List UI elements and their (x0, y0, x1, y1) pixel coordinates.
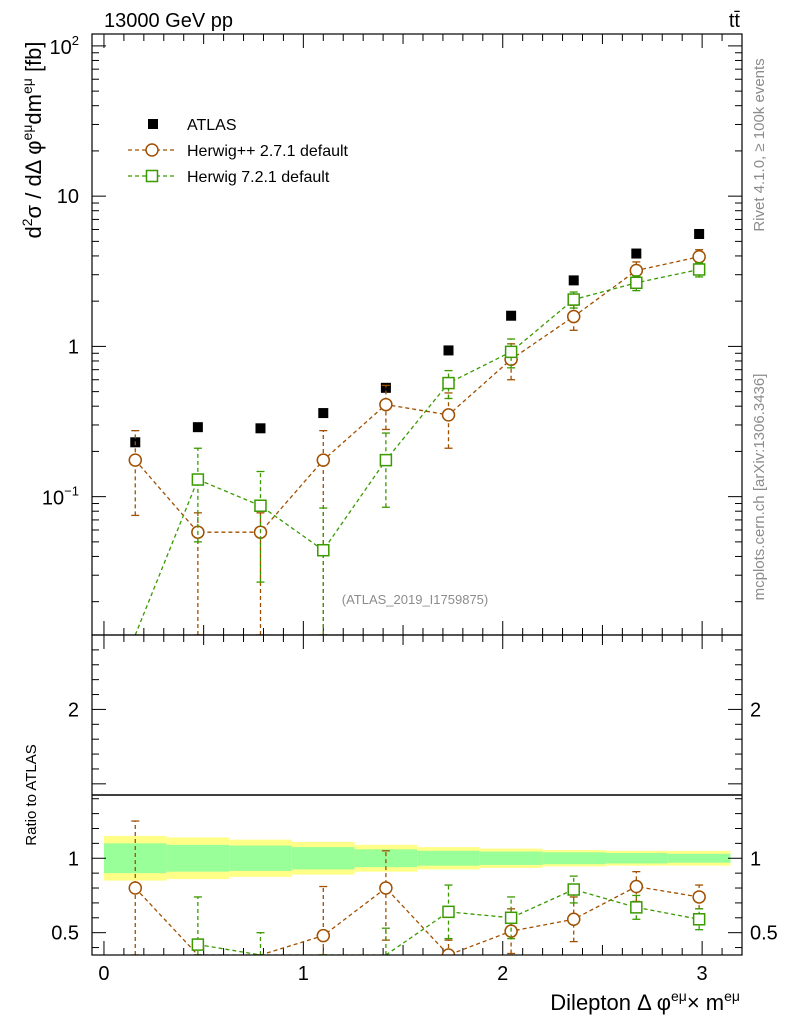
herwig7-series-group (134, 262, 706, 635)
stat-uncertainty-band (229, 845, 292, 871)
mcplots-label: mcplots.cern.ch [arXiv:1306.3436] (751, 374, 768, 601)
atlas-point (694, 228, 705, 239)
ratio-herwig7-point (630, 901, 643, 914)
main-panel-axes: 10−1 1 10 102 (42, 33, 743, 635)
legend-label-herwig7: Herwig 7.2.1 default (187, 169, 330, 186)
ratio-series (128, 820, 706, 955)
legend-label-herwigpp: Herwig++ 2.7.1 default (187, 143, 349, 160)
rivet-version-label: Rivet 4.1.0, ≥ 100k events (751, 58, 768, 231)
y-tick-label: 10 (57, 186, 79, 208)
herwigpp-point (128, 453, 143, 467)
x-tick-label: 1 (298, 963, 309, 985)
x-axis-title: Dilepton Δ φeμ× meμ (550, 988, 740, 1015)
stat-uncertainty-band (667, 853, 731, 863)
atlas-point (506, 310, 517, 321)
ratio-herwig7-point (442, 905, 455, 919)
herwigpp-point (629, 263, 644, 278)
y-tick-label: 2 (68, 699, 79, 721)
y-tick-label: 102 (50, 33, 79, 59)
beam-label: 13000 GeV pp (104, 10, 233, 32)
y-tick-label: 0.5 (51, 923, 79, 945)
y-tick-label-right: 2 (750, 699, 761, 721)
ratio-y-axis-title: Ratio to ATLAS (23, 744, 40, 845)
main-series (128, 228, 706, 635)
ratio-herwigpp-point (316, 928, 331, 943)
stat-uncertainty-band (605, 853, 668, 864)
atlas-point (568, 275, 579, 286)
herwig7-point (379, 453, 393, 467)
ratio-herwigpp-line (134, 885, 700, 955)
y-tick-label: 10−1 (42, 484, 79, 510)
herwig7-point (630, 276, 643, 290)
stat-uncertainty-band (479, 851, 543, 865)
atlas-point (380, 382, 391, 393)
herwigpp-point (441, 408, 456, 422)
y-tick-label-right: 0.5 (750, 923, 778, 945)
main-y-axis-title: d2σ / dΔ φeμdmeμ [fb] (19, 41, 46, 238)
atlas-point (631, 248, 642, 259)
ratio-herwig7-point (692, 913, 706, 926)
herwigpp-point (692, 250, 706, 264)
x-tick-label: 3 (697, 963, 708, 985)
legend-label-atlas: ATLAS (187, 117, 237, 134)
atlas-point (255, 423, 266, 434)
herwigpp-line (134, 256, 700, 533)
herwig7-point (254, 499, 267, 512)
legend-marker-herwigpp (145, 143, 159, 157)
stat-uncertainty-band (417, 850, 480, 866)
herwig7-line (134, 268, 700, 635)
y-tick-label: 1 (68, 336, 79, 358)
x-tick-label: 2 (497, 963, 508, 985)
ratio-uncertainty-bands (103, 835, 731, 881)
ratio-herwigpp-point (692, 890, 706, 904)
ratio-herwig7-point (504, 911, 518, 925)
herwig7-point (504, 345, 518, 359)
x-tick-label: 0 (98, 963, 109, 985)
herwig7-point (191, 473, 205, 486)
ratio-panel-frame (91, 634, 743, 956)
ratio-panel-axes: 0.5 0.5 1 1 2 2 0 1 2 3 (51, 635, 778, 985)
legend-marker-herwig7 (145, 169, 159, 183)
herwig7-point (567, 293, 580, 306)
stat-uncertainty-band (354, 849, 418, 868)
ratio-herwigpp-point (566, 912, 581, 927)
ratio-herwig7-series-group (191, 875, 706, 955)
stat-uncertainty-band (291, 847, 355, 870)
ratio-herwig7-point (567, 883, 580, 896)
ratio-herwigpp-point (379, 881, 393, 895)
herwig7-point (317, 543, 330, 557)
legend-marker-atlas (148, 119, 158, 129)
ratio-herwigpp-point (128, 881, 143, 895)
herwigpp-series-group (128, 249, 706, 635)
ratio-herwigpp-point (441, 948, 456, 955)
ratio-herwig7-point (191, 938, 205, 951)
stat-uncertainty-band (542, 852, 606, 865)
stat-uncertainty-band (166, 844, 230, 872)
herwigpp-point (379, 397, 393, 412)
y-tick-label-right: 1 (750, 848, 761, 870)
herwigpp-point (566, 309, 581, 324)
legend: ATLAS Herwig++ 2.7.1 default Herwig 7.2.… (128, 117, 349, 186)
atlas-point (192, 422, 203, 433)
atlas-point (443, 345, 454, 356)
analysis-watermark: (ATLAS_2019_I1759875) (342, 592, 488, 607)
y-tick-label: 1 (68, 848, 79, 870)
atlas-point (318, 408, 329, 419)
process-label: tt̄ (729, 10, 741, 32)
herwig7-point (692, 263, 706, 276)
herwig7-point (442, 376, 455, 390)
herwigpp-point (316, 453, 331, 467)
ratio-herwigpp-point (629, 879, 644, 894)
